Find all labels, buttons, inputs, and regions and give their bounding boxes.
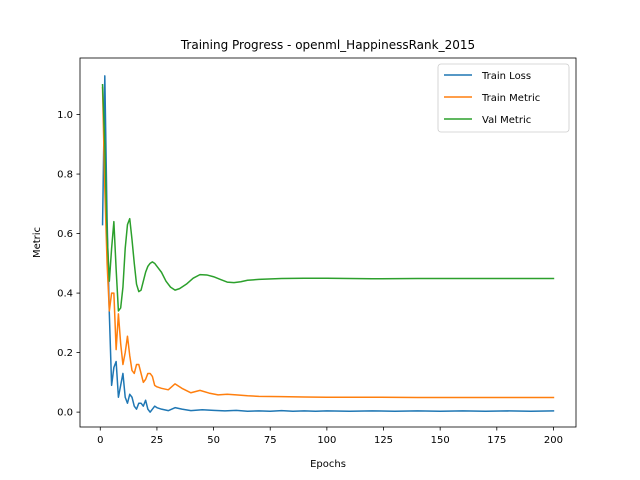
x-tick-label: 25 [151,435,164,446]
series-line-val-metric [101,84,555,312]
legend-label: Train Metric [481,93,540,104]
y-tick-label: 0.4 [57,289,73,300]
legend-label: Train Loss [481,71,531,82]
x-tick-label: 0 [97,435,103,446]
legend-box [437,63,570,133]
axis-ticks: 0 25 50 75 100 125 150 175 200 0.0 0.2 0.4 0.6 0.8 1.0 [57,110,563,446]
x-tick-label: 200 [544,435,563,446]
series-line-train-metric [101,86,555,399]
y-tick-label: 0.8 [57,170,73,181]
plot-frame [79,57,577,428]
plot-area [101,75,555,413]
y-axis-label: Metric [32,227,43,258]
y-tick-label: 0.0 [57,408,73,419]
chart-title: Training Progress - openml_HappinessRank… [180,38,475,52]
x-tick-label: 75 [264,435,277,446]
y-tick-label: 0.6 [57,229,73,240]
series-line-train-loss [101,75,555,413]
x-tick-label: 50 [207,435,220,446]
x-axis-label: Epochs [310,459,346,470]
x-tick-label: 125 [374,435,393,446]
y-tick-label: 1.0 [57,110,73,121]
legend-label: Val Metric [482,115,531,126]
x-tick-label: 100 [317,435,336,446]
y-tick-label: 0.2 [57,348,73,359]
x-tick-label: 175 [487,435,506,446]
x-tick-label: 150 [431,435,450,446]
legend: Train Loss Train Metric Val Metric [437,63,570,133]
